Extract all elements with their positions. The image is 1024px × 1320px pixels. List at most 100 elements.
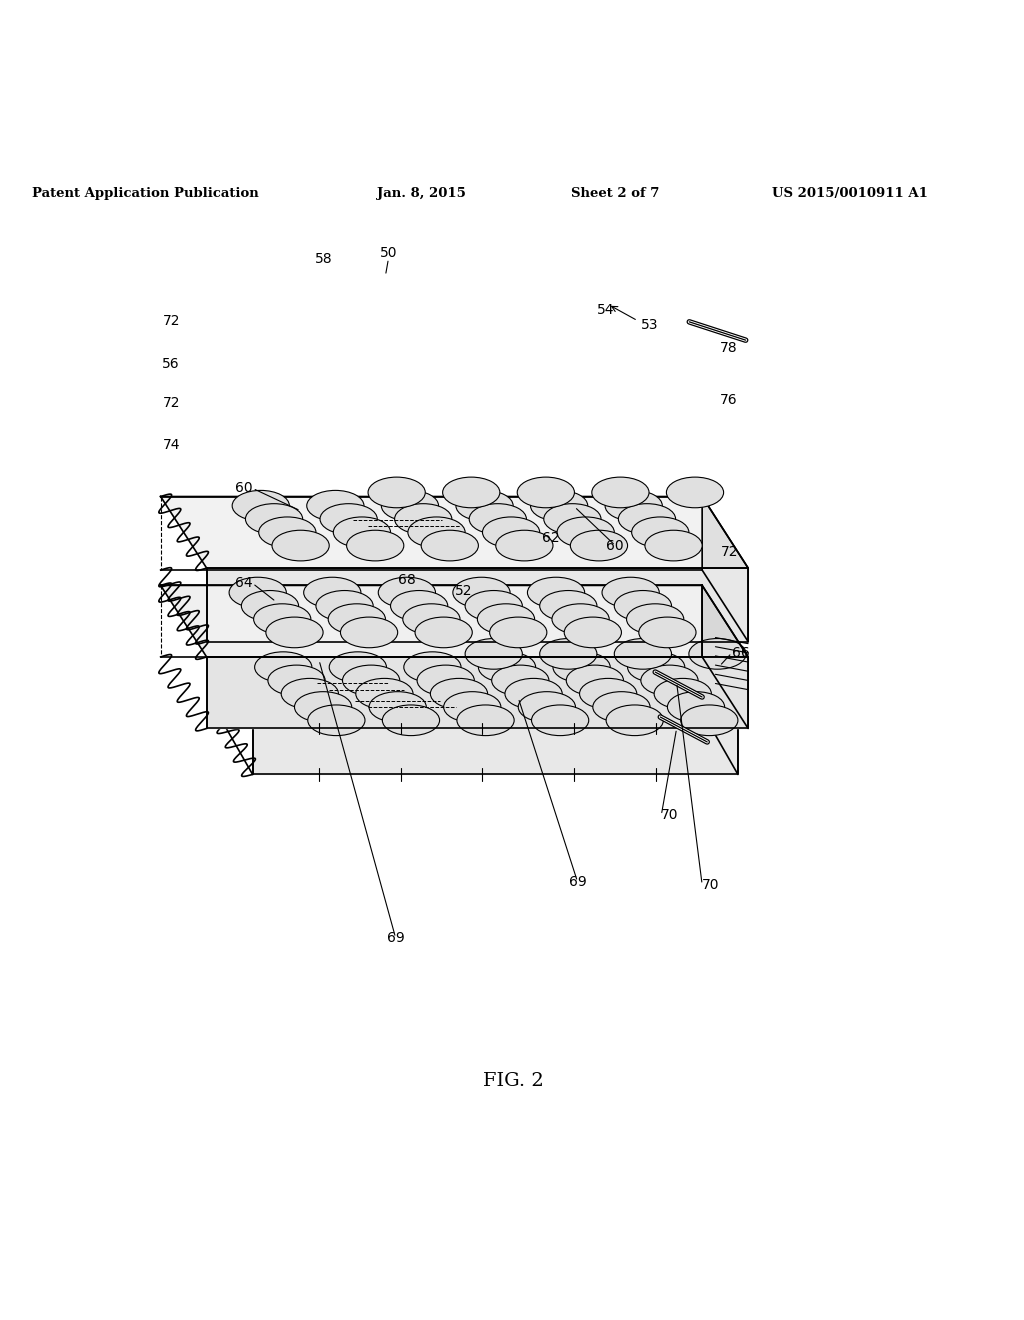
Polygon shape [207,568,749,642]
Text: 56: 56 [163,356,180,371]
Ellipse shape [544,504,601,535]
Ellipse shape [307,491,364,521]
Ellipse shape [564,616,622,648]
Ellipse shape [402,603,460,635]
Ellipse shape [255,652,312,682]
Text: Sheet 2 of 7: Sheet 2 of 7 [571,186,659,199]
Ellipse shape [469,504,526,535]
Text: 64: 64 [234,577,253,590]
Ellipse shape [632,517,689,548]
Polygon shape [702,496,749,642]
Ellipse shape [408,517,465,548]
Ellipse shape [246,504,303,535]
Ellipse shape [340,616,397,648]
Text: 52: 52 [456,583,473,598]
Ellipse shape [465,639,522,669]
Text: 70: 70 [662,808,679,822]
Text: 72: 72 [163,396,180,409]
Ellipse shape [566,665,624,696]
Ellipse shape [403,652,461,682]
Ellipse shape [342,665,399,696]
Text: FIG. 2: FIG. 2 [482,1072,544,1090]
Ellipse shape [304,577,360,609]
Ellipse shape [654,678,712,709]
Ellipse shape [329,603,385,635]
Text: 58: 58 [315,252,333,267]
Ellipse shape [570,531,628,561]
Polygon shape [207,657,749,729]
Ellipse shape [316,590,373,622]
Polygon shape [702,585,749,729]
Text: 76: 76 [720,393,737,408]
Text: Jan. 8, 2015: Jan. 8, 2015 [377,186,466,199]
Ellipse shape [517,477,574,508]
Ellipse shape [531,705,589,735]
Ellipse shape [627,603,684,635]
Ellipse shape [482,517,540,548]
Ellipse shape [689,639,746,669]
Ellipse shape [602,577,659,609]
Polygon shape [697,649,738,775]
Ellipse shape [518,692,575,722]
Polygon shape [253,721,738,775]
Ellipse shape [415,616,472,648]
Ellipse shape [417,665,474,696]
Text: 50: 50 [380,247,397,260]
Ellipse shape [369,692,426,722]
Text: 70: 70 [702,878,720,892]
Ellipse shape [552,603,609,635]
Ellipse shape [381,491,438,521]
Ellipse shape [553,652,610,682]
Ellipse shape [527,577,585,609]
Ellipse shape [614,590,672,622]
Ellipse shape [346,531,403,561]
Ellipse shape [368,477,425,508]
Text: 72: 72 [721,545,738,558]
Ellipse shape [242,590,299,622]
Ellipse shape [355,678,413,709]
Ellipse shape [453,577,510,609]
Polygon shape [161,585,749,657]
Ellipse shape [382,705,439,735]
Ellipse shape [478,652,536,682]
Ellipse shape [457,705,514,735]
Ellipse shape [266,616,324,648]
Text: 62: 62 [542,532,560,545]
Ellipse shape [540,590,597,622]
Ellipse shape [614,639,672,669]
Text: 60: 60 [606,539,624,553]
Text: 66: 66 [732,645,750,660]
Polygon shape [212,649,738,721]
Polygon shape [161,496,749,568]
Ellipse shape [321,504,377,535]
Text: 69: 69 [387,931,404,945]
Ellipse shape [272,531,330,561]
Ellipse shape [465,590,522,622]
Ellipse shape [489,616,547,648]
Ellipse shape [645,531,702,561]
Ellipse shape [628,652,685,682]
Ellipse shape [254,603,311,635]
Text: 78: 78 [720,342,737,355]
Ellipse shape [333,517,390,548]
Ellipse shape [442,477,500,508]
Text: 54: 54 [597,302,614,317]
Ellipse shape [606,705,664,735]
Ellipse shape [390,590,447,622]
Ellipse shape [639,616,696,648]
Text: 53: 53 [641,318,658,331]
Ellipse shape [496,531,553,561]
Ellipse shape [421,531,478,561]
Ellipse shape [295,692,351,722]
Ellipse shape [259,517,316,548]
Text: Patent Application Publication: Patent Application Publication [32,186,259,199]
Ellipse shape [540,639,597,669]
Ellipse shape [681,705,738,735]
Ellipse shape [232,491,290,521]
Ellipse shape [268,665,326,696]
Ellipse shape [282,678,338,709]
Ellipse shape [477,603,535,635]
Ellipse shape [330,652,386,682]
Ellipse shape [492,665,549,696]
Text: 69: 69 [568,875,587,888]
